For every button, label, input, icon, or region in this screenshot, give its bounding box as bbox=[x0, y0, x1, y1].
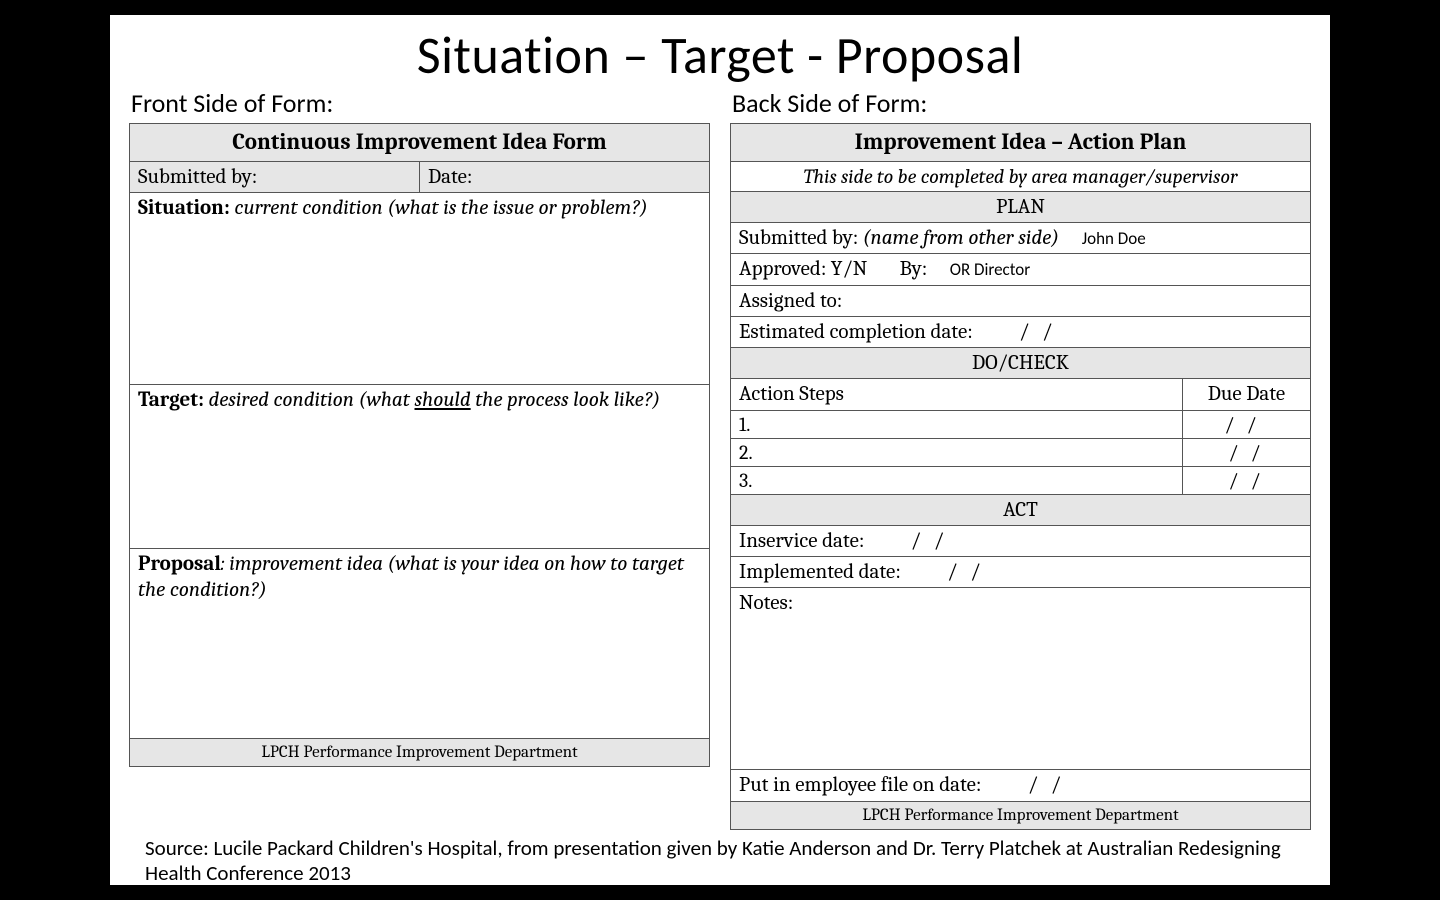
est-completion-date: / / bbox=[977, 320, 1056, 344]
situation-desc: current condition (what is the issue or … bbox=[230, 196, 648, 220]
implemented-date: / / bbox=[905, 560, 984, 584]
page-title: Situation – Target - Proposal bbox=[125, 15, 1315, 87]
back-side-label: Back Side of Form: bbox=[730, 87, 1311, 119]
by-value: OR Director bbox=[932, 259, 1030, 280]
back-column: Back Side of Form: Improvement Idea – Ac… bbox=[730, 87, 1311, 830]
back-table: Improvement Idea – Action Plan This side… bbox=[730, 123, 1311, 830]
front-date: Date: bbox=[420, 161, 710, 192]
front-footer: LPCH Performance Improvement Department bbox=[130, 739, 710, 767]
back-submitted-label: Submitted by: bbox=[739, 226, 863, 250]
step-3-due: / / bbox=[1182, 466, 1310, 494]
step-2: 2. bbox=[731, 438, 1183, 466]
assigned-row: Assigned to: bbox=[731, 285, 1311, 316]
est-completion-row: Estimated completion date: / / bbox=[731, 316, 1311, 347]
notes-cell: Notes: bbox=[731, 588, 1311, 770]
front-proposal-cell: Proposal: improvement idea (what is your… bbox=[130, 549, 710, 739]
step-2-due: / / bbox=[1182, 438, 1310, 466]
action-steps-header: Action Steps bbox=[731, 379, 1183, 410]
front-situation-cell: Situation: current condition (what is th… bbox=[130, 193, 710, 385]
columns: Front Side of Form: Continuous Improveme… bbox=[125, 87, 1315, 830]
front-column: Front Side of Form: Continuous Improveme… bbox=[129, 87, 710, 830]
back-submitted-row: Submitted by: (name from other side) Joh… bbox=[731, 223, 1311, 254]
target-label: Target: bbox=[138, 388, 204, 412]
target-desc: desired condition (what should the proce… bbox=[204, 388, 660, 412]
docheck-header: DO/CHECK bbox=[731, 348, 1311, 379]
slide: Situation – Target - Proposal Front Side… bbox=[110, 15, 1330, 885]
due-date-header: Due Date bbox=[1182, 379, 1310, 410]
act-header: ACT bbox=[731, 494, 1311, 525]
est-completion-label: Estimated completion date: bbox=[739, 320, 973, 344]
situation-label: Situation: bbox=[138, 196, 230, 220]
put-in-file-row: Put in employee file on date: / / bbox=[731, 770, 1311, 801]
implemented-label: Implemented date: bbox=[739, 560, 901, 584]
source-citation: Source: Lucile Packard Children's Hospit… bbox=[125, 830, 1315, 886]
step-1: 1. bbox=[731, 410, 1183, 438]
step-1-due: / / bbox=[1182, 410, 1310, 438]
front-table: Continuous Improvement Idea Form Submitt… bbox=[129, 123, 710, 767]
front-target-cell: Target: desired condition (what should t… bbox=[130, 385, 710, 549]
front-side-label: Front Side of Form: bbox=[129, 87, 710, 119]
proposal-label: Proposal bbox=[138, 552, 221, 576]
inservice-label: Inservice date: bbox=[739, 529, 864, 553]
step-3: 3. bbox=[731, 466, 1183, 494]
back-approved-row: Approved: Y/N By: OR Director bbox=[731, 254, 1311, 285]
approved-label: Approved: Y/N bbox=[739, 257, 867, 281]
by-label: By: bbox=[900, 257, 927, 281]
proposal-desc: : improvement idea (what is your idea on… bbox=[138, 552, 684, 602]
put-in-file-label: Put in employee file on date: bbox=[739, 773, 981, 797]
back-footer: LPCH Performance Improvement Department bbox=[731, 801, 1311, 829]
back-instruction: This side to be completed by area manage… bbox=[731, 161, 1311, 191]
back-submitted-hint: (name from other side) bbox=[863, 226, 1059, 250]
front-header: Continuous Improvement Idea Form bbox=[130, 124, 710, 162]
back-header: Improvement Idea – Action Plan bbox=[731, 124, 1311, 162]
inservice-row: Inservice date: / / bbox=[731, 525, 1311, 556]
inservice-date: / / bbox=[869, 529, 948, 553]
plan-header: PLAN bbox=[731, 191, 1311, 222]
put-in-file-date: / / bbox=[986, 773, 1065, 797]
back-submitted-value: John Doe bbox=[1064, 228, 1146, 249]
front-submitted-by: Submitted by: bbox=[130, 161, 420, 192]
implemented-row: Implemented date: / / bbox=[731, 557, 1311, 588]
